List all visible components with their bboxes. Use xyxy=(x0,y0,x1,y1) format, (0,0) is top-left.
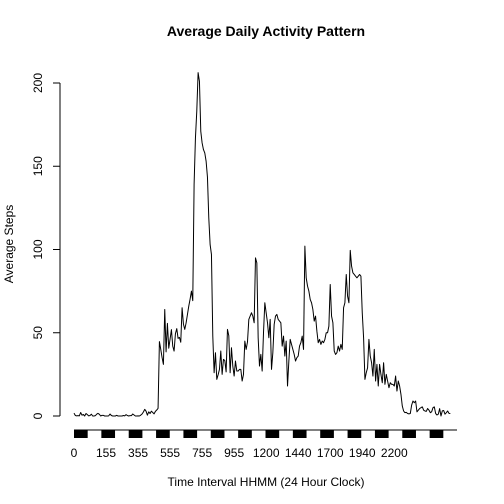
x-tick-label: 755 xyxy=(192,446,212,460)
x-axis-bar-segment xyxy=(374,430,389,438)
x-axis-bar-segment xyxy=(265,430,280,438)
y-axis-label: Average Steps xyxy=(2,205,16,284)
chart-title: Average Daily Activity Pattern xyxy=(167,23,365,39)
x-tick-label: 555 xyxy=(160,446,180,460)
x-axis-bar-segment xyxy=(101,430,116,438)
x-axis-bar-segment xyxy=(320,430,334,438)
x-tick-label: 355 xyxy=(128,446,148,460)
series-layer xyxy=(73,72,451,417)
x-tick-label: 955 xyxy=(224,446,244,460)
y-tick-label: 150 xyxy=(31,156,45,176)
x-tick-label: 1440 xyxy=(285,446,312,460)
x-axis-bar-segment xyxy=(292,430,307,438)
x-tick-label: 2200 xyxy=(381,446,408,460)
x-axis-bar-segment xyxy=(238,430,252,438)
y-tick-label: 0 xyxy=(31,412,45,419)
x-axis-bar-segment xyxy=(402,430,416,438)
y-axis: 0 50 100 150 200 xyxy=(31,73,61,419)
x-axis-label: Time Interval HHMM (24 Hour Clock) xyxy=(168,475,365,489)
x-axis-bar-segment xyxy=(183,430,198,438)
y-tick-label: 200 xyxy=(31,73,45,93)
x-axis-bar-segment xyxy=(210,430,225,438)
x-axis: 0 155 355 555 755 955 1200 1440 1700 1940 2200 xyxy=(71,429,457,460)
x-tick-label: 1700 xyxy=(317,446,344,460)
y-tick-label: 100 xyxy=(31,239,45,259)
x-axis-bar-segment xyxy=(429,430,444,438)
x-axis-bar-segment xyxy=(156,430,170,438)
x-tick-label: 1200 xyxy=(253,446,280,460)
x-tick-label: 155 xyxy=(96,446,116,460)
x-axis-bar-segment xyxy=(74,430,88,438)
x-tick-label: 0 xyxy=(71,446,78,460)
series-line xyxy=(73,72,451,417)
x-axis-bar-segment xyxy=(347,430,362,438)
x-axis-bar-segment xyxy=(128,430,143,438)
y-tick-label: 50 xyxy=(31,326,45,340)
x-tick-label: 1940 xyxy=(349,446,376,460)
